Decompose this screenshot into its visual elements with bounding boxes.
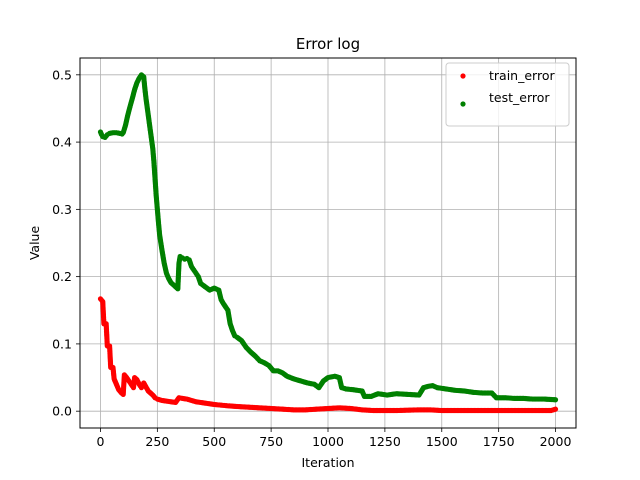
legend-marker-train-error (460, 73, 466, 79)
legend: train_error test_error (445, 62, 570, 127)
x-tick-label: 1500 (426, 434, 458, 449)
y-tick-label: 0.0 (52, 404, 72, 419)
x-tick-label: 250 (145, 434, 169, 449)
chart-title: Error log (296, 35, 360, 53)
y-axis-label: Value (27, 226, 42, 261)
axis-ticks: 0 250 500 750 1000 1250 1500 1750 2000 0.0 0.1 0.2 0… (52, 67, 571, 449)
point-train-error (552, 406, 559, 412)
point-test-error (552, 397, 559, 403)
x-tick-label: 1000 (312, 434, 344, 449)
legend-label-train-error: train_error (489, 68, 555, 83)
x-tick-label: 0 (97, 434, 105, 449)
y-tick-label: 0.1 (52, 336, 72, 351)
series-train-error (97, 296, 559, 414)
x-tick-label: 500 (202, 434, 226, 449)
x-tick-label: 1750 (483, 434, 515, 449)
legend-label-test-error: test_error (489, 90, 550, 105)
x-tick-label: 1250 (369, 434, 401, 449)
x-tick-label: 2000 (540, 434, 572, 449)
y-tick-label: 0.3 (52, 202, 72, 217)
legend-marker-test-error (460, 101, 466, 107)
x-axis-label: Iteration (301, 455, 354, 470)
legend-box (445, 62, 570, 127)
y-tick-label: 0.5 (52, 67, 72, 82)
y-tick-label: 0.2 (52, 269, 72, 284)
y-tick-label: 0.4 (52, 135, 72, 150)
series-points (97, 72, 559, 414)
series-test-error (97, 72, 559, 403)
x-tick-label: 750 (259, 434, 283, 449)
